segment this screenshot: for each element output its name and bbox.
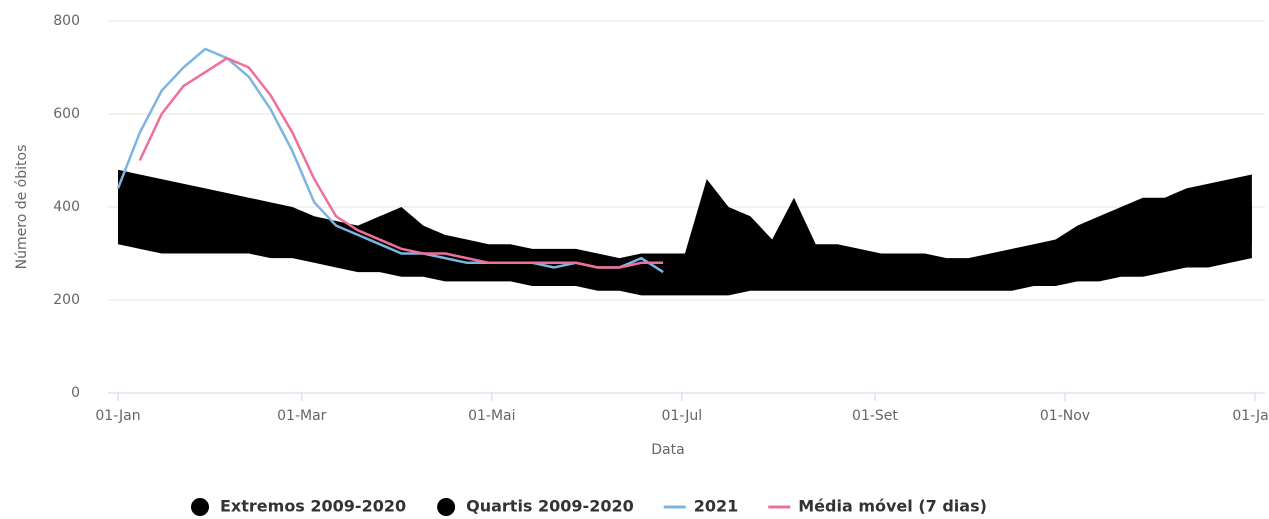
x-tick-label: 01-Set (852, 408, 898, 424)
legend-symbol (437, 498, 456, 516)
x-tick-label: 01-Jan (95, 408, 140, 424)
x-tick-label: 01-Nov (1040, 408, 1090, 424)
x-tick-label: 01-Mai (468, 408, 515, 424)
x-tick-label: 01-Jan (1232, 408, 1269, 424)
line (138, 56, 664, 269)
range-area (118, 169, 1252, 296)
legend-symbol (191, 498, 209, 516)
y-axis-label: Número de óbitos (14, 145, 30, 270)
legend: Extremos 2009-2020 Quartis 2009-2020 2021 M… (191, 497, 987, 516)
y-tick-label: 0 (71, 385, 80, 401)
y-tick-label: 800 (53, 13, 80, 29)
y-tick-label: 200 (53, 292, 80, 308)
legend-label: 2021 (694, 497, 739, 516)
y-tick-label: 600 (53, 106, 80, 122)
legend-label: Extremos 2009-2020 (220, 497, 406, 516)
y-tick-label: 400 (53, 199, 80, 215)
x-axis-label: Data (651, 442, 684, 458)
legend-label: Média móvel (7 dias) (798, 497, 987, 516)
x-tick-label: 01-Mar (277, 408, 327, 424)
legend-label: Quartis 2009-2020 (466, 497, 634, 516)
x-tick-label: 01-Jul (662, 408, 703, 424)
range-area (118, 193, 1252, 282)
